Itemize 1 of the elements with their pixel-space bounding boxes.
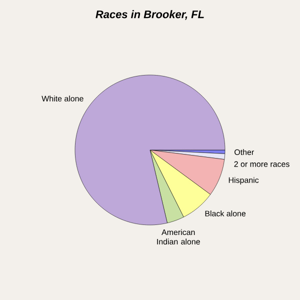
- chart-title: Races in Brooker, FL: [96, 10, 204, 20]
